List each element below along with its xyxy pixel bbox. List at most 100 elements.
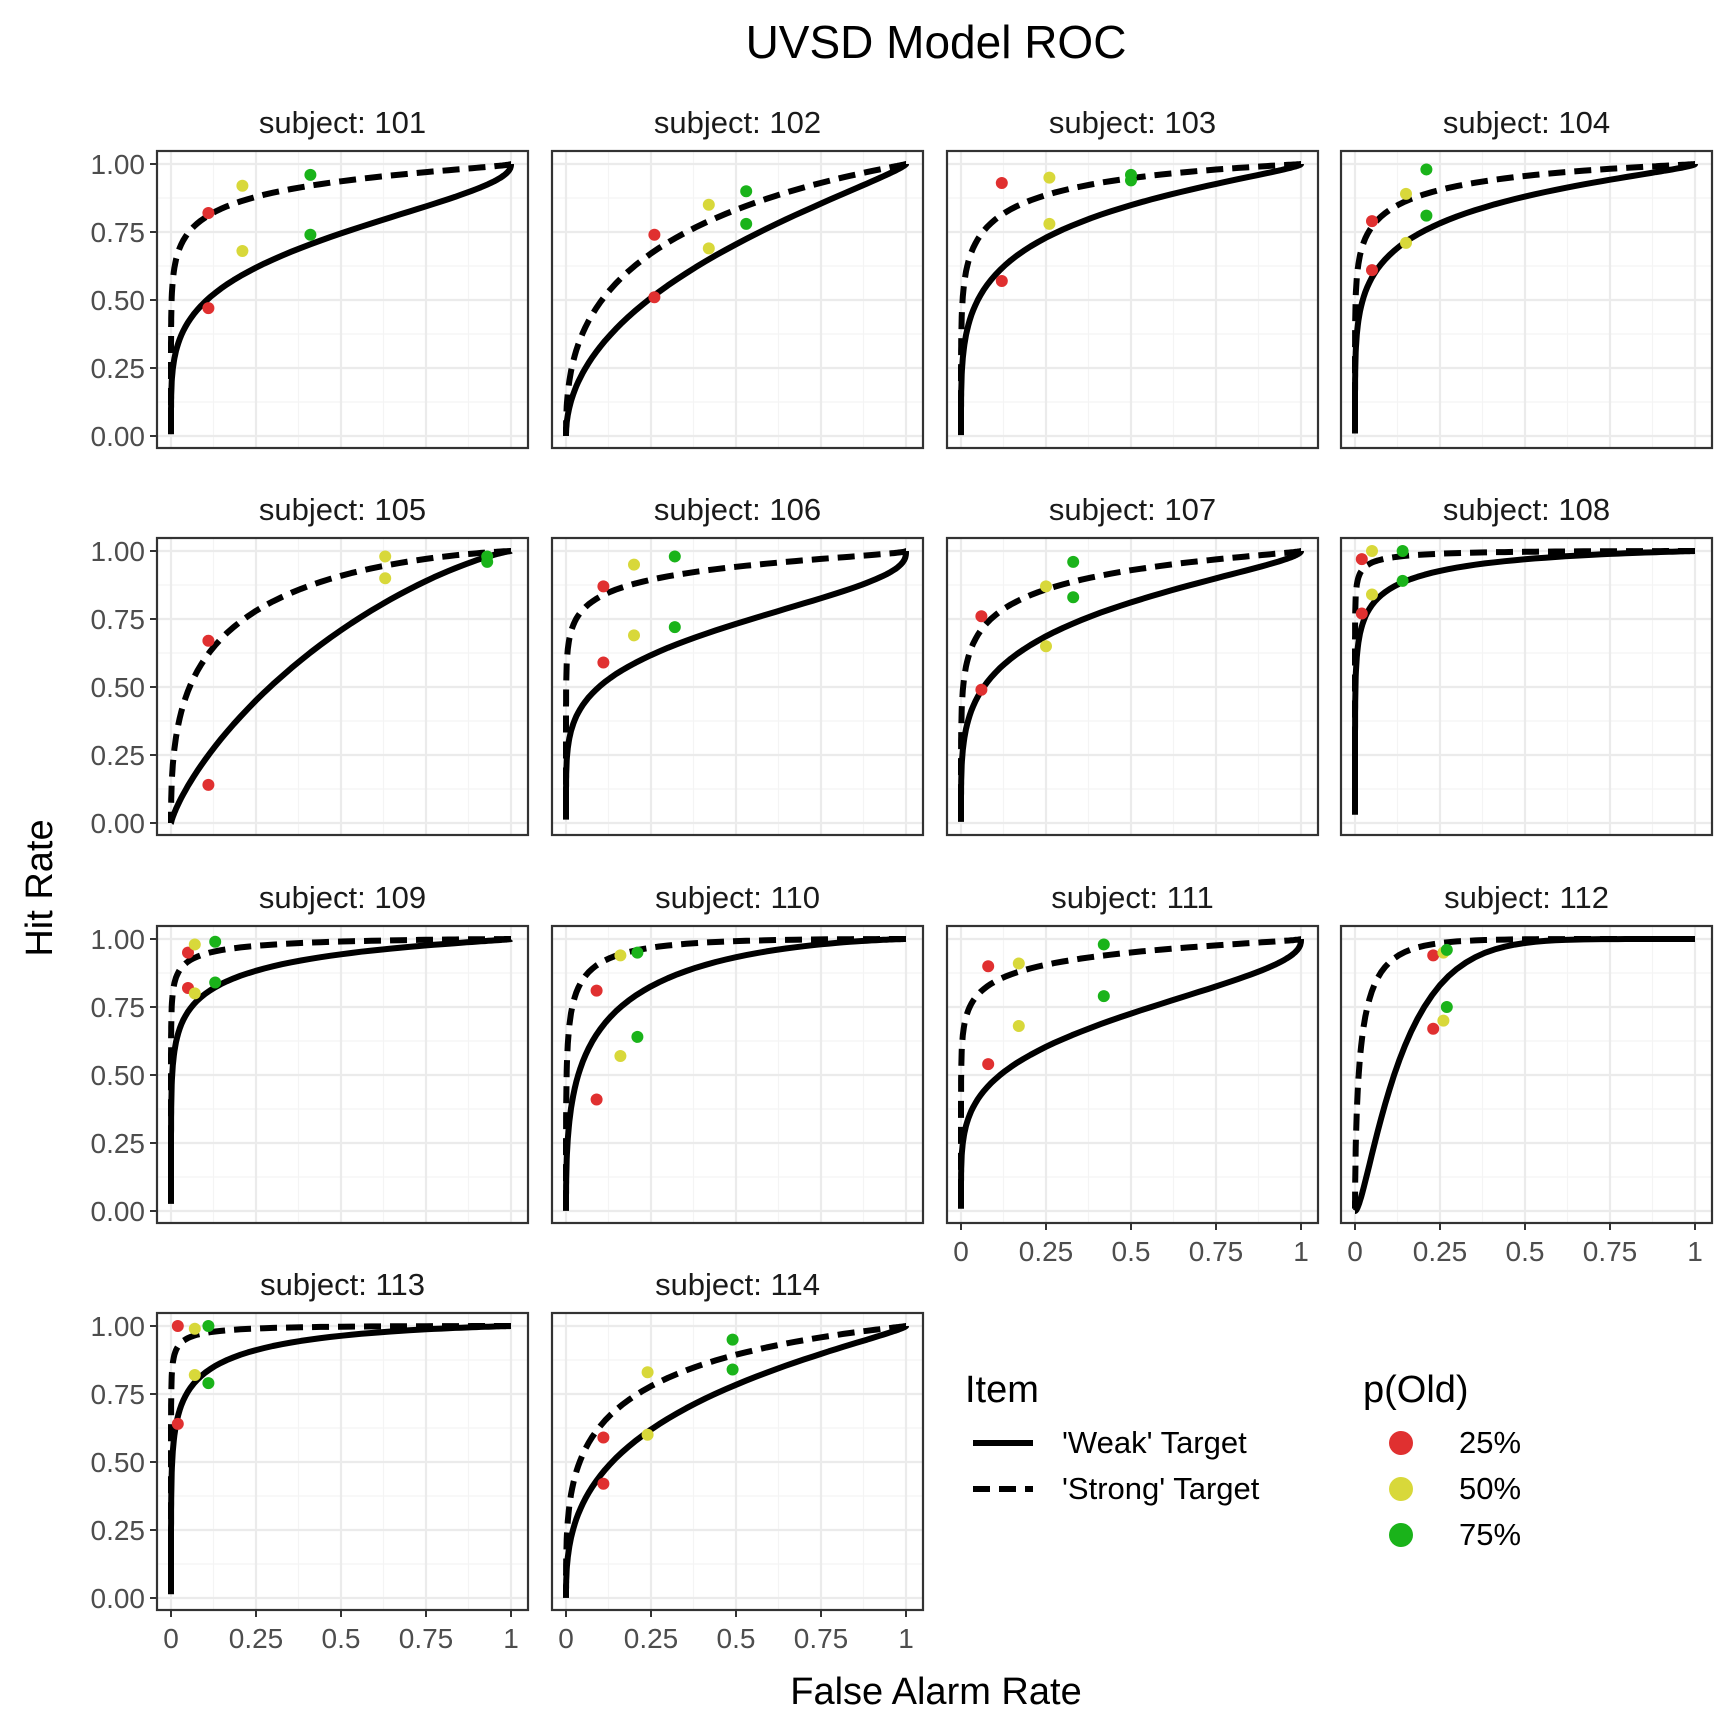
- strip-label: subject: 104: [1443, 105, 1610, 140]
- roc-point-weak-75: [1420, 209, 1433, 222]
- panel-112: subject: 112 0 0.25 0.5 0.75 1: [1339, 880, 1714, 1267]
- roc-point-strong-75: [726, 1333, 739, 1346]
- roc-point-weak-25: [1355, 607, 1368, 620]
- roc-point-strong-50: [188, 938, 201, 951]
- panel-109: subject: 109 0.00 0.25 0.50 0.75 1.00: [91, 880, 530, 1227]
- legend-key-point: [1389, 1431, 1413, 1455]
- strong-target-curve: [168, 548, 514, 826]
- strip-label: subject: 106: [654, 492, 821, 527]
- roc-point-strong-25: [648, 228, 661, 241]
- y-tick-label: 0.00: [91, 1583, 146, 1614]
- roc-point-strong-50: [1043, 171, 1056, 184]
- roc-point-strong-75: [1067, 555, 1080, 568]
- strip-label: subject: 103: [1049, 105, 1216, 140]
- roc-point-strong-75: [202, 1320, 215, 1332]
- roc-point-strong-75: [1396, 545, 1409, 557]
- x-tick-label: 0.5: [1506, 1236, 1545, 1267]
- roc-point-weak-50: [236, 245, 249, 258]
- panel-103: subject: 103: [945, 105, 1320, 450]
- roc-point-weak-75: [1097, 990, 1110, 1003]
- x-tick-label: 0.75: [1189, 1236, 1244, 1267]
- roc-point-strong-50: [702, 198, 715, 211]
- y-tick-label: 0.75: [91, 992, 146, 1023]
- roc-point-weak-50: [1366, 588, 1378, 601]
- panel-106: subject: 106: [550, 492, 925, 837]
- roc-point-strong-50: [1040, 580, 1052, 593]
- x-tick-label: 0.25: [1413, 1236, 1468, 1267]
- strip-label: subject: 113: [260, 1267, 425, 1302]
- x-tick-label: 1: [503, 1623, 519, 1654]
- y-tick-label: 0.00: [91, 808, 146, 839]
- roc-point-strong-75: [631, 946, 644, 959]
- strong-target-curve: [563, 936, 909, 1213]
- roc-point-weak-25: [1427, 1022, 1440, 1035]
- roc-point-strong-25: [1355, 553, 1368, 566]
- x-axis-title: False Alarm Rate: [790, 1671, 1081, 1713]
- strong-target-curve: [168, 1323, 514, 1567]
- y-tick-label: 0.50: [91, 285, 146, 316]
- strip-label: subject: 101: [259, 105, 426, 140]
- roc-point-weak-75: [726, 1363, 739, 1376]
- roc-point-weak-50: [1043, 217, 1056, 230]
- panel-border: [550, 924, 925, 1225]
- y-tick-label: 0.00: [91, 1196, 146, 1227]
- x-tick-label: 0.5: [717, 1623, 756, 1654]
- y-tick-label: 0.75: [91, 604, 146, 635]
- y-tick-label: 0.50: [91, 1447, 146, 1478]
- x-tick-label: 1: [898, 1623, 914, 1654]
- strong-target-curve: [168, 161, 514, 424]
- roc-point-strong-50: [236, 179, 249, 192]
- panel-114: subject: 114 0 0.25 0.5 0.75 1: [550, 1267, 925, 1654]
- panel-108: subject: 108: [1339, 492, 1714, 837]
- panel-border: [1339, 536, 1714, 837]
- legend: Item 'Weak' Target 'Strong' Target p(Old) 25…: [965, 1369, 1521, 1552]
- roc-point-weak-50: [702, 242, 715, 255]
- legend-title-pold: p(Old): [1363, 1369, 1469, 1411]
- y-tick-label: 1.00: [91, 536, 146, 567]
- roc-point-strong-75: [304, 168, 317, 181]
- x-tick-label: 0.25: [229, 1623, 284, 1654]
- panel-border: [550, 149, 925, 450]
- y-tick-label: 1.00: [91, 924, 146, 955]
- roc-point-strong-50: [641, 1366, 654, 1379]
- y-tick-label: 0.25: [91, 740, 146, 771]
- roc-point-strong-75: [1125, 168, 1137, 181]
- x-tick-label: 0.75: [1583, 1236, 1638, 1267]
- panel-111: subject: 111 0 0.25 0.5 0.75 1: [945, 880, 1320, 1267]
- roc-point-weak-50: [188, 1368, 201, 1381]
- y-tick-label: 1.00: [91, 1311, 146, 1342]
- panel-113: subject: 113 0.00 0.25 0.50 0.75 1.00 0 0.25 0.5…: [91, 1267, 530, 1654]
- x-tick-label: 0.75: [794, 1623, 849, 1654]
- x-tick-label: 0: [1347, 1236, 1363, 1267]
- x-tick-label: 1: [1687, 1236, 1703, 1267]
- roc-point-weak-75: [209, 976, 222, 989]
- strip-label: subject: 102: [654, 105, 821, 140]
- roc-point-strong-25: [1366, 215, 1378, 228]
- panel-101: subject: 101 0.00 0.25 0.50 0.75 1.00: [91, 105, 530, 452]
- panel-105: subject: 105 0.00 0.25 0.50 0.75 1.00: [91, 492, 530, 839]
- roc-point-strong-25: [202, 206, 215, 219]
- y-tick-label: 1.00: [91, 149, 146, 180]
- roc-point-strong-75: [481, 550, 494, 563]
- facet-panels: subject: 1010.000.250.500.751.00subject:…: [91, 105, 1714, 1654]
- x-tick-label: 0.25: [1019, 1236, 1074, 1267]
- y-axis-title: Hit Rate: [19, 819, 61, 956]
- roc-point-strong-75: [209, 935, 222, 948]
- strong-target-curve: [563, 548, 909, 798]
- roc-point-weak-25: [597, 1477, 610, 1490]
- x-tick-label: 0: [163, 1623, 179, 1654]
- strong-target-curve: [1352, 936, 1698, 1214]
- strip-label: subject: 114: [655, 1267, 820, 1302]
- roc-point-weak-50: [628, 629, 640, 642]
- strong-target-curve: [958, 548, 1304, 820]
- strong-target-curve: [958, 936, 1304, 1189]
- panel-border: [945, 149, 1320, 450]
- roc-point-weak-50: [1012, 1020, 1025, 1033]
- panel-border: [1339, 924, 1714, 1225]
- roc-point-strong-50: [1012, 957, 1025, 970]
- weak-target-curve: [563, 548, 909, 823]
- legend-key-point: [1389, 1523, 1413, 1547]
- strip-label: subject: 112: [1444, 880, 1609, 915]
- roc-point-strong-75: [1420, 163, 1433, 176]
